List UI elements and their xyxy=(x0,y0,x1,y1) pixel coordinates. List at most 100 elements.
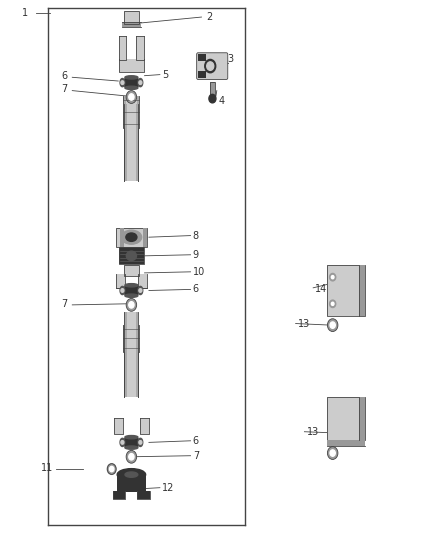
Text: 12: 12 xyxy=(162,483,174,492)
Bar xyxy=(328,397,364,440)
Circle shape xyxy=(331,302,334,305)
FancyBboxPatch shape xyxy=(197,53,228,79)
Bar xyxy=(117,476,145,492)
Bar xyxy=(198,54,206,61)
Circle shape xyxy=(107,464,116,474)
Bar xyxy=(137,96,139,128)
Circle shape xyxy=(121,441,124,444)
Bar xyxy=(114,418,123,434)
Bar xyxy=(124,312,127,397)
Circle shape xyxy=(209,94,216,103)
Circle shape xyxy=(330,300,336,308)
Circle shape xyxy=(126,450,137,463)
Ellipse shape xyxy=(123,77,140,88)
Ellipse shape xyxy=(126,233,137,241)
Bar xyxy=(124,11,139,24)
Bar xyxy=(328,440,364,446)
Bar xyxy=(328,397,364,440)
Bar xyxy=(116,274,125,288)
Circle shape xyxy=(207,62,214,70)
Bar xyxy=(124,325,139,352)
Circle shape xyxy=(126,91,137,103)
Ellipse shape xyxy=(117,469,145,481)
Ellipse shape xyxy=(125,294,138,297)
Text: 10: 10 xyxy=(193,267,205,277)
Bar xyxy=(120,228,124,246)
Text: 4: 4 xyxy=(219,96,225,106)
Text: 14: 14 xyxy=(315,284,328,294)
Text: 3: 3 xyxy=(228,54,234,63)
Bar xyxy=(124,104,138,181)
Text: 8: 8 xyxy=(193,231,199,240)
Bar xyxy=(136,312,138,397)
Circle shape xyxy=(331,276,334,279)
Circle shape xyxy=(129,302,134,308)
Circle shape xyxy=(110,466,114,472)
Bar xyxy=(198,71,206,78)
Bar xyxy=(136,352,138,397)
Circle shape xyxy=(121,289,124,292)
Text: 5: 5 xyxy=(162,70,168,79)
Ellipse shape xyxy=(121,230,141,244)
Circle shape xyxy=(327,447,338,459)
Bar xyxy=(359,265,364,316)
Text: 6: 6 xyxy=(193,436,199,446)
Text: 7: 7 xyxy=(193,451,199,461)
Bar xyxy=(137,491,149,499)
Bar xyxy=(138,274,147,288)
Circle shape xyxy=(121,81,124,84)
Ellipse shape xyxy=(138,286,143,295)
Bar xyxy=(124,104,127,181)
Bar xyxy=(124,128,127,181)
Bar xyxy=(328,265,364,316)
Bar xyxy=(119,36,127,60)
Text: 7: 7 xyxy=(62,84,68,94)
Ellipse shape xyxy=(138,78,143,87)
Ellipse shape xyxy=(125,472,138,478)
Text: 1: 1 xyxy=(22,9,28,18)
Ellipse shape xyxy=(123,285,140,296)
Text: 13: 13 xyxy=(298,319,310,328)
Bar xyxy=(124,11,139,24)
Bar xyxy=(124,265,139,276)
Bar xyxy=(116,228,147,246)
Bar xyxy=(124,96,126,128)
Bar xyxy=(124,352,127,397)
Text: 6: 6 xyxy=(193,285,199,294)
Bar xyxy=(136,128,138,181)
Ellipse shape xyxy=(125,76,138,79)
Text: 7: 7 xyxy=(62,299,68,309)
Ellipse shape xyxy=(125,446,138,449)
Circle shape xyxy=(139,81,142,84)
Ellipse shape xyxy=(123,437,140,448)
Bar xyxy=(113,491,125,499)
Bar xyxy=(122,22,141,27)
Bar xyxy=(124,96,139,128)
Bar xyxy=(124,352,138,397)
Bar xyxy=(119,247,144,264)
Bar xyxy=(119,247,144,264)
Circle shape xyxy=(330,273,336,281)
Ellipse shape xyxy=(138,438,143,447)
Ellipse shape xyxy=(125,435,138,439)
Bar xyxy=(124,312,138,397)
Bar xyxy=(124,265,139,276)
Text: 9: 9 xyxy=(193,250,199,260)
Bar xyxy=(124,128,138,181)
Bar xyxy=(140,418,149,434)
Ellipse shape xyxy=(120,286,125,295)
Circle shape xyxy=(327,319,338,332)
Bar xyxy=(328,265,364,316)
Ellipse shape xyxy=(205,59,215,73)
Bar xyxy=(124,325,126,352)
Circle shape xyxy=(330,322,336,328)
Bar xyxy=(359,397,364,440)
Circle shape xyxy=(139,441,142,444)
Bar xyxy=(143,228,147,246)
Ellipse shape xyxy=(120,78,125,87)
Text: 2: 2 xyxy=(206,12,212,22)
Bar xyxy=(210,82,215,96)
Ellipse shape xyxy=(125,284,138,287)
Circle shape xyxy=(139,289,142,292)
Circle shape xyxy=(129,94,134,100)
